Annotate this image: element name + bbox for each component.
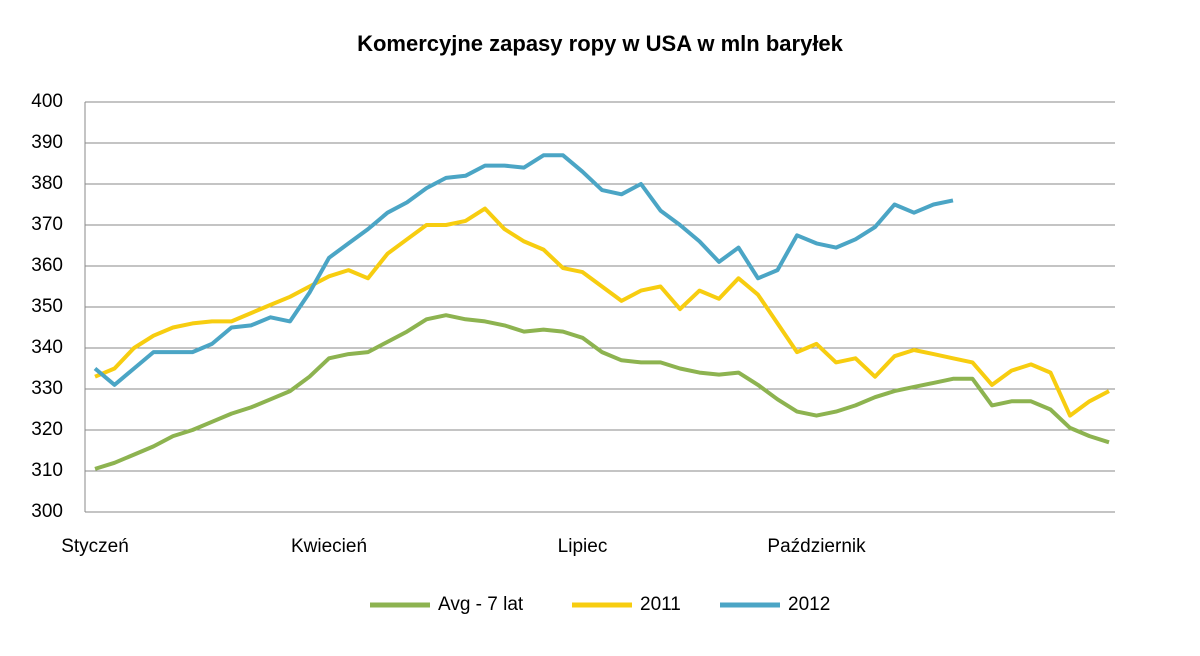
y-tick-label: 390 bbox=[31, 132, 63, 153]
x-tick-label: Październik bbox=[767, 536, 866, 557]
line-series bbox=[94, 206, 1110, 418]
x-tick-label: Styczeń bbox=[61, 536, 129, 557]
line-series bbox=[94, 313, 1110, 471]
x-tick-label: Kwiecień bbox=[291, 536, 367, 557]
y-tick-label: 300 bbox=[31, 501, 63, 522]
y-tick-label: 360 bbox=[31, 255, 63, 276]
y-tick-label: 400 bbox=[31, 91, 63, 112]
x-tick-label: Lipiec bbox=[558, 536, 608, 557]
legend-label: 2011 bbox=[640, 594, 681, 615]
y-tick-label: 320 bbox=[31, 419, 63, 440]
y-tick-label: 380 bbox=[31, 173, 63, 194]
y-tick-label: 350 bbox=[31, 296, 63, 317]
y-tick-label: 330 bbox=[31, 378, 63, 399]
legend-label: 2012 bbox=[788, 594, 830, 615]
y-tick-label: 310 bbox=[31, 460, 63, 481]
y-tick-label: 340 bbox=[31, 337, 63, 358]
chart-title: Komercyjne zapasy ropy w USA w mln barył… bbox=[357, 31, 844, 56]
line-series bbox=[93, 153, 954, 387]
y-tick-label: 370 bbox=[31, 214, 63, 235]
legend-label: Avg - 7 lat bbox=[438, 594, 524, 615]
